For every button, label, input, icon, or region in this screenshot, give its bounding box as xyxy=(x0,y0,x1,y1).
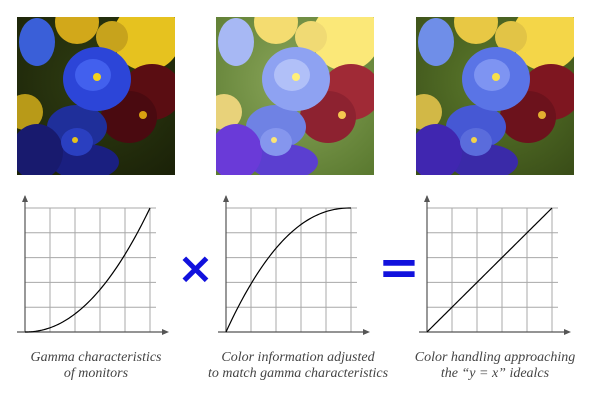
pansy-flowers-image-dark xyxy=(17,17,175,175)
caption-line: to match gamma characteristics xyxy=(207,366,389,381)
y-axis-arrow xyxy=(22,195,28,202)
y-axis-arrow xyxy=(424,195,430,202)
y-axis-arrow xyxy=(223,195,229,202)
pansy-flowers-image-corrected xyxy=(416,17,574,175)
caption-line: Color handling approaching xyxy=(414,350,576,365)
caption-line: Color information adjusted xyxy=(221,350,375,365)
x-axis-arrow xyxy=(363,329,370,335)
linear-curve xyxy=(426,207,553,333)
caption-linear-ideal: Color handling approaching the “y = x” i… xyxy=(400,350,590,382)
pansy-flowers-image-bright xyxy=(216,17,374,175)
x-axis-arrow xyxy=(564,329,571,335)
pansy-photo-adjusted-color xyxy=(216,17,374,175)
caption-monitor-gamma: Gamma characteristics of monitors xyxy=(0,350,192,382)
equals-operator: = xyxy=(378,238,420,296)
caption-adjusted-color: Color information adjusted to match gamm… xyxy=(198,350,398,382)
caption-line: of monitors xyxy=(63,366,129,381)
x-axis-arrow xyxy=(162,329,169,335)
caption-line: Gamma characteristics xyxy=(30,350,162,365)
pansy-photo-corrected xyxy=(416,17,574,175)
caption-line: the “y = x” idealcs xyxy=(440,366,550,381)
gamma-power-curve xyxy=(24,207,151,333)
pansy-photo-monitor-gamma xyxy=(17,17,175,175)
multiply-operator: × xyxy=(177,243,214,294)
inverse-gamma-curve xyxy=(225,207,352,333)
